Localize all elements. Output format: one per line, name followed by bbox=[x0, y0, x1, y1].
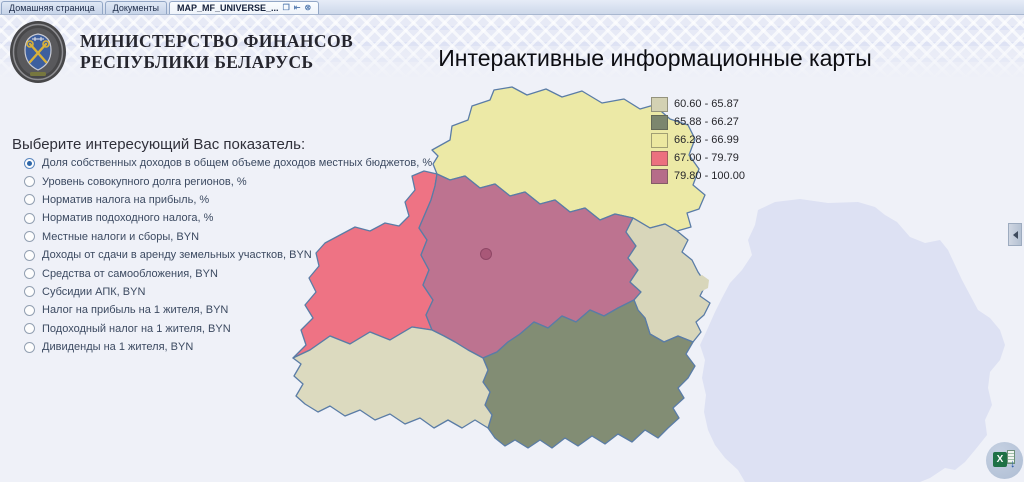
indicator-option[interactable]: Дивиденды на 1 жителя, BYN bbox=[24, 338, 432, 356]
radio-button[interactable] bbox=[24, 194, 35, 206]
map-region-southwest[interactable] bbox=[292, 326, 493, 429]
indicator-option-label: Норматив налога на прибыль, % bbox=[42, 193, 210, 206]
indicator-option-label: Дивиденды на 1 жителя, BYN bbox=[42, 341, 194, 354]
tab-documents-label: Документы bbox=[112, 3, 160, 13]
indicator-option-label: Норматив подоходного налога, % bbox=[42, 212, 214, 225]
legend-range-label: 60.60 - 65.87 bbox=[674, 98, 739, 110]
dock-icon[interactable]: ⇤ bbox=[293, 3, 301, 12]
page-title: Интерактивные информационные карты bbox=[438, 45, 872, 71]
legend-range-label: 79.80 - 100.00 bbox=[674, 170, 745, 182]
indicator-option[interactable]: Доля собственных доходов в общем объеме … bbox=[24, 154, 432, 172]
indicator-option[interactable]: Доходы от сдачи в аренду земельных участ… bbox=[24, 246, 432, 264]
download-arrow-icon: ↓ bbox=[1010, 458, 1016, 470]
tab-map-universe-label: MAP_MF_UNIVERSE_... bbox=[177, 3, 279, 13]
legend-swatch bbox=[651, 150, 668, 166]
ministry-name-line1: МИНИСТЕРСТВО ФИНАНСОВ bbox=[80, 31, 354, 51]
ministry-name: МИНИСТЕРСТВО ФИНАНСОВ РЕСПУБЛИКИ БЕЛАРУС… bbox=[80, 31, 353, 73]
indicator-option-label: Доля собственных доходов в общем объеме … bbox=[42, 157, 433, 170]
radio-button[interactable] bbox=[24, 268, 35, 280]
radio-button[interactable] bbox=[24, 176, 35, 188]
tab-documents[interactable]: Документы bbox=[104, 1, 168, 14]
radio-button[interactable] bbox=[24, 231, 35, 243]
legend-swatch bbox=[651, 168, 668, 184]
tab-home[interactable]: Домашняя страница bbox=[1, 1, 103, 14]
tab-map-universe[interactable]: MAP_MF_UNIVERSE_... ❐ ⇤ ⊗ bbox=[169, 1, 320, 14]
indicator-option-label: Субсидии АПК, BYN bbox=[42, 285, 146, 298]
legend-range-label: 67.00 - 79.79 bbox=[674, 152, 739, 164]
legend-range-label: 65.88 - 66.27 bbox=[674, 116, 739, 128]
legend-range-label: 66.28 - 66.99 bbox=[674, 134, 739, 146]
map-fragment bbox=[693, 275, 709, 292]
legend-row: 67.00 - 79.79 bbox=[651, 149, 745, 167]
legend-row: 66.28 - 66.99 bbox=[651, 131, 745, 149]
indicator-option[interactable]: Подоходный налог на 1 жителя, BYN bbox=[24, 320, 432, 338]
collapse-arrow-icon bbox=[1012, 230, 1018, 239]
radio-button[interactable] bbox=[24, 157, 35, 169]
indicator-option[interactable]: Местные налоги и сборы, BYN bbox=[24, 228, 432, 246]
indicator-option[interactable]: Норматив налога на прибыль, % bbox=[24, 191, 432, 209]
indicator-option-label: Подоходный налог на 1 жителя, BYN bbox=[42, 322, 231, 335]
legend-row: 60.60 - 65.87 bbox=[651, 95, 745, 113]
collapse-panel-button[interactable] bbox=[1008, 223, 1022, 246]
legend-row: 65.88 - 66.27 bbox=[651, 113, 745, 131]
radio-button[interactable] bbox=[24, 341, 35, 353]
legend-swatch bbox=[651, 114, 668, 130]
tab-bar: Домашняя страница Документы MAP_MF_UNIVE… bbox=[0, 0, 1024, 15]
indicator-option-label: Доходы от сдачи в аренду земельных участ… bbox=[42, 249, 312, 262]
indicator-option[interactable]: Налог на прибыль на 1 жителя, BYN bbox=[24, 301, 432, 319]
indicator-options: Доля собственных доходов в общем объеме … bbox=[24, 154, 432, 356]
ornament-band bbox=[0, 14, 1024, 78]
indicator-option[interactable]: Норматив подоходного налога, % bbox=[24, 209, 432, 227]
excel-sheet-icon bbox=[1007, 450, 1015, 464]
map-shadow bbox=[700, 199, 1005, 482]
minsk-city-marker[interactable] bbox=[480, 248, 492, 260]
radio-button[interactable] bbox=[24, 323, 35, 335]
ministry-name-line2: РЕСПУБЛИКИ БЕЛАРУСЬ bbox=[80, 52, 314, 72]
radio-button[interactable] bbox=[24, 304, 35, 316]
indicator-option[interactable]: Субсидии АПК, BYN bbox=[24, 283, 432, 301]
map-legend: 60.60 - 65.87 65.88 - 66.27 66.28 - 66.99 6… bbox=[651, 95, 745, 185]
radio-button[interactable] bbox=[24, 286, 35, 298]
indicator-option[interactable]: Средства от самообложения, BYN bbox=[24, 264, 432, 282]
legend-swatch bbox=[651, 132, 668, 148]
indicator-option-label: Средства от самообложения, BYN bbox=[42, 267, 218, 280]
legend-row: 79.80 - 100.00 bbox=[651, 167, 745, 185]
indicator-option[interactable]: Уровень совокупного долга регионов, % bbox=[24, 172, 432, 190]
indicator-option-label: Налог на прибыль на 1 жителя, BYN bbox=[42, 304, 229, 317]
indicator-prompt: Выберите интересующий Вас показатель: bbox=[12, 136, 306, 153]
excel-export-button[interactable]: X ↓ bbox=[986, 442, 1023, 479]
popout-icon[interactable]: ❐ bbox=[282, 3, 290, 12]
tab-home-label: Домашняя страница bbox=[9, 3, 95, 13]
map-region-southeast[interactable] bbox=[482, 299, 696, 449]
legend-swatch bbox=[651, 96, 668, 112]
ministry-logo bbox=[10, 21, 66, 83]
radio-button[interactable] bbox=[24, 212, 35, 224]
radio-button[interactable] bbox=[24, 249, 35, 261]
map-region-east[interactable] bbox=[625, 217, 711, 343]
indicator-option-label: Местные налоги и сборы, BYN bbox=[42, 230, 200, 243]
indicator-option-label: Уровень совокупного долга регионов, % bbox=[42, 175, 247, 188]
excel-icon: X bbox=[993, 452, 1007, 467]
close-icon[interactable]: ⊗ bbox=[304, 3, 312, 12]
